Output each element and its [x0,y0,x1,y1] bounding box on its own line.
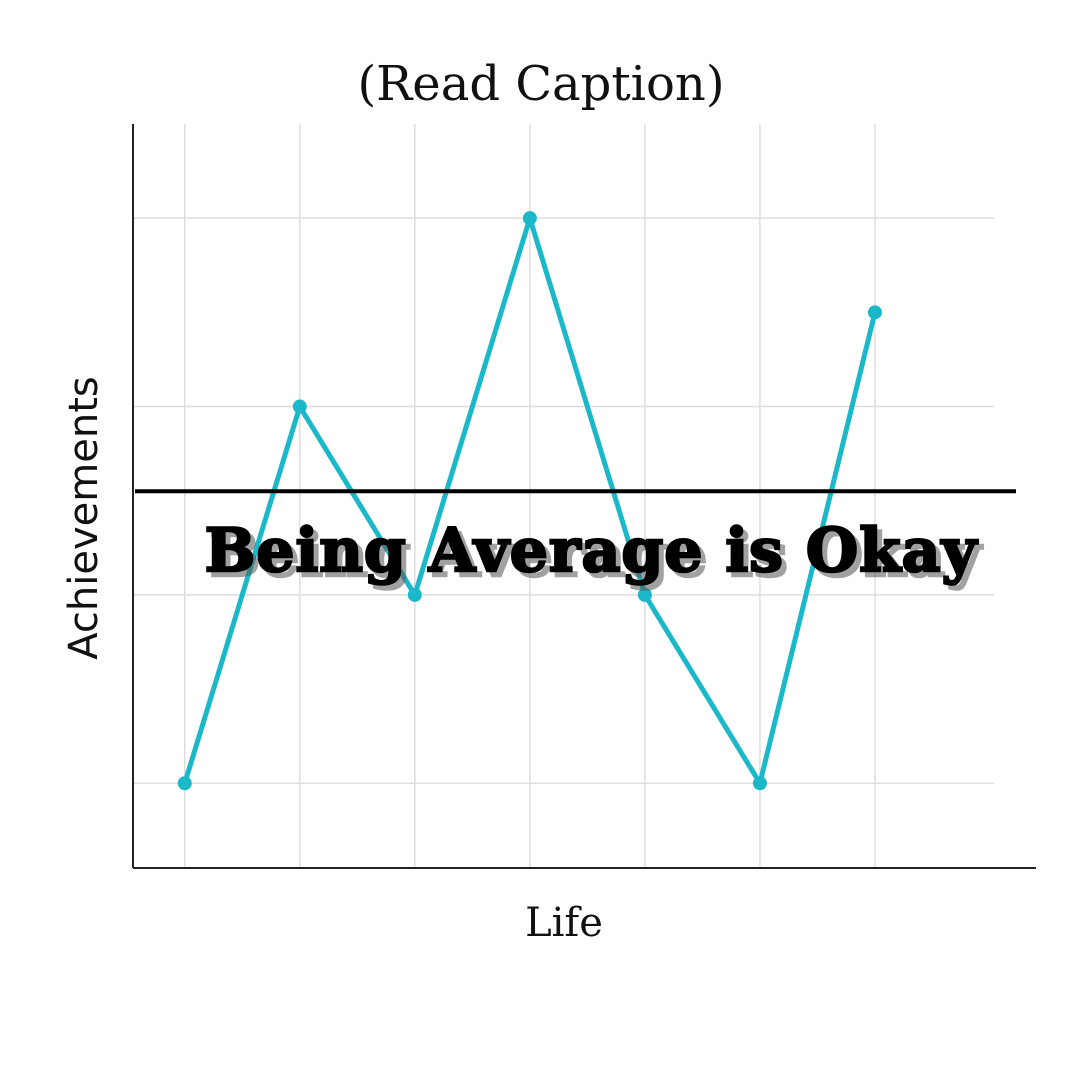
annotation-shadow: Being Average is Okay [210,521,984,591]
x-axis-label: Life [525,900,603,946]
y-axis-label: Achievements [61,376,107,659]
data-point [867,305,882,320]
data-point [407,587,422,602]
data-point [752,776,767,791]
data-point [522,211,537,226]
data-point [292,399,307,414]
annotation-text: Being Average is Okay [205,516,979,586]
data-point [177,776,192,791]
series-layer [177,211,882,791]
chart-title: (Read Caption) [357,56,724,112]
data-point [637,587,652,602]
gridlines [133,124,994,868]
